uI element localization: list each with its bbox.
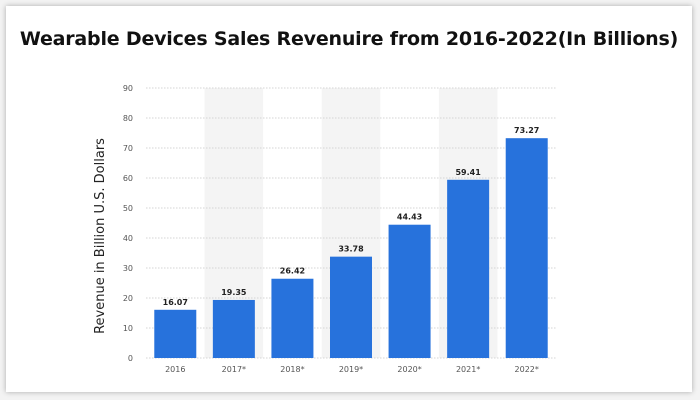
data-label: 26.42 xyxy=(280,267,305,276)
y-tick-label: 50 xyxy=(123,204,133,213)
bar xyxy=(505,138,548,358)
x-tick-label: 2021* xyxy=(456,365,480,374)
bar xyxy=(388,224,431,358)
bar xyxy=(154,309,197,358)
bar xyxy=(330,256,372,358)
y-axis-label: Revenue in Billion U.S. Dollars xyxy=(93,138,108,334)
y-tick-label: 40 xyxy=(123,234,133,243)
chart-card: Wearable Devices Sales Revenuire from 20… xyxy=(6,6,692,392)
y-tick-label: 90 xyxy=(123,84,133,93)
data-label: 19.35 xyxy=(221,288,247,297)
data-label: 16.07 xyxy=(163,298,188,307)
data-label: 73.27 xyxy=(514,126,539,135)
y-tick-label: 70 xyxy=(123,144,133,153)
x-tick-label: 2017* xyxy=(222,365,246,374)
x-tick-label: 2019* xyxy=(339,365,363,374)
data-label: 44.43 xyxy=(397,213,422,222)
y-tick-label: 80 xyxy=(123,114,133,123)
bar-chart: 16.07 19.35 26.42 33.78 44.43 59.41 73.27 0 10 2… xyxy=(93,84,556,374)
x-tick-label: 2016 xyxy=(165,365,185,374)
y-tick-label: 10 xyxy=(123,324,133,333)
y-tick-label: 60 xyxy=(123,174,133,183)
bar xyxy=(212,299,255,358)
chart-title: Wearable Devices Sales Revenuire from 20… xyxy=(19,28,679,50)
x-tick-label: 2020* xyxy=(397,365,421,374)
x-tick-label: 2018* xyxy=(280,365,304,374)
y-tick-label: 20 xyxy=(123,294,133,303)
bar xyxy=(447,179,490,358)
data-label: 33.78 xyxy=(338,245,364,254)
x-tick-label: 2022* xyxy=(515,365,539,374)
y-tick-label: 0 xyxy=(128,354,133,363)
data-label: 59.41 xyxy=(455,168,481,177)
y-tick-label: 30 xyxy=(123,264,133,273)
bar xyxy=(271,278,314,358)
